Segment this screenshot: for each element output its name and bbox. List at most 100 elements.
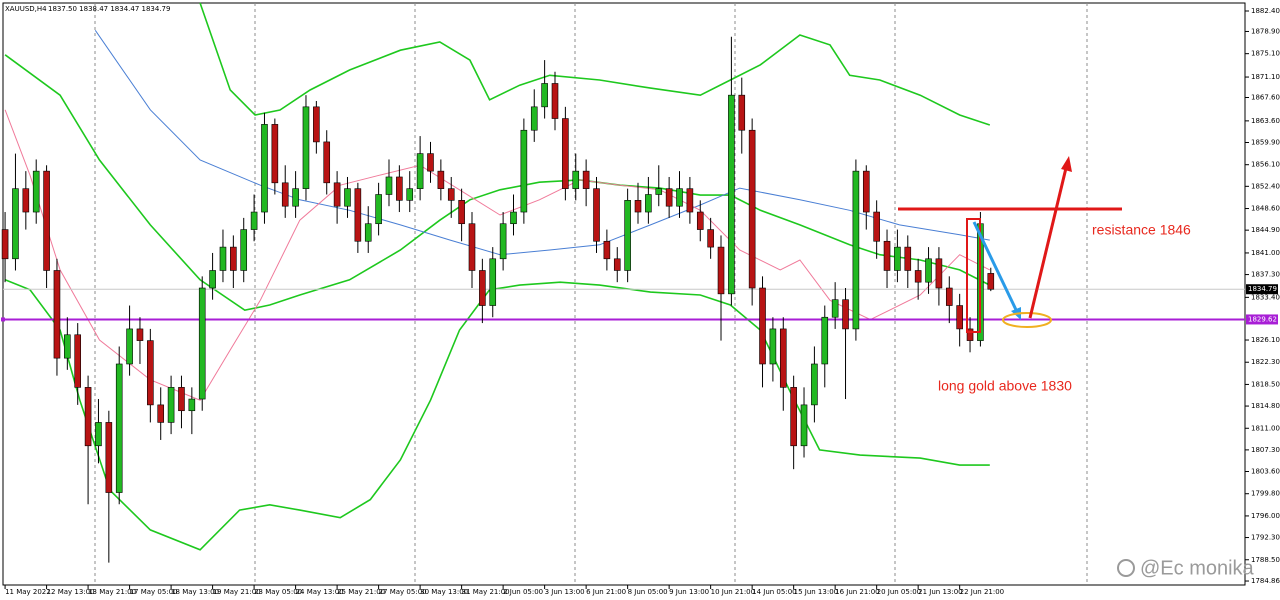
- candle-body: [437, 170, 445, 189]
- down-arrow: [972, 221, 1020, 315]
- y-tick-label: 1803.60: [1251, 468, 1280, 476]
- candle-body: [676, 188, 683, 207]
- x-tick-label: 27 May 05:00: [379, 588, 427, 596]
- y-tick-label: 1784.86: [1251, 577, 1280, 585]
- y-tick-label: 1796.00: [1251, 512, 1280, 520]
- annotation: long gold above 1830: [938, 378, 1072, 394]
- period-separators: [94, 3, 1088, 585]
- candle-body: [427, 153, 434, 172]
- candle-body: [811, 363, 818, 406]
- candle-body: [541, 83, 548, 108]
- candle-body: [510, 211, 517, 225]
- candle-body: [385, 176, 393, 195]
- x-tick-label: 24 May 13:00: [296, 588, 344, 596]
- x-tick-label: 6 Jun 21:00: [586, 588, 626, 596]
- candle-body: [188, 398, 196, 412]
- y-tick-label: 1875.10: [1251, 50, 1280, 58]
- candle-body: [966, 328, 974, 341]
- x-tick-label: 31 May 21:00: [462, 588, 510, 596]
- candle-body: [281, 182, 289, 207]
- candle-body: [396, 176, 403, 201]
- candle-body: [779, 328, 787, 388]
- candle-body: [219, 246, 227, 271]
- candle-body: [64, 334, 71, 359]
- candle-body: [198, 287, 206, 400]
- candle-body: [769, 328, 777, 365]
- candle-body: [520, 129, 528, 213]
- candle-body: [95, 422, 102, 447]
- x-tick-label: 8 Jun 05:00: [628, 588, 668, 596]
- candle-body: [489, 258, 497, 306]
- drawings: resistance 1846 long gold above 1830 @Ec…: [898, 156, 1255, 579]
- candle-body: [115, 363, 123, 493]
- candle-body: [717, 246, 725, 295]
- candle-body: [313, 106, 320, 143]
- chart-title: XAUUSD,H4: [5, 5, 47, 13]
- candle-body: [624, 200, 631, 271]
- candle-body: [105, 422, 113, 493]
- candle-body: [707, 229, 714, 248]
- candle-body: [292, 188, 299, 207]
- candle-body: [862, 170, 870, 213]
- entry-zone: [1002, 312, 1052, 328]
- y-tick-label: 1878.90: [1251, 27, 1280, 35]
- indicators: [4, 2, 991, 551]
- candle-body: [665, 188, 673, 207]
- candle-body: [1, 229, 9, 260]
- candle-body: [447, 188, 455, 201]
- candle-body: [551, 83, 559, 119]
- level-marker: [1, 317, 5, 322]
- candle-body: [842, 299, 849, 330]
- x-tick-label: 9 Jun 13:00: [669, 588, 709, 596]
- candle-body: [800, 404, 808, 447]
- x-tick-label: 12 May 13:00: [47, 588, 95, 596]
- x-tick-label: 20 Jun 05:00: [877, 588, 921, 596]
- y-tick-label: 1882.40: [1251, 7, 1280, 15]
- candle-body: [634, 200, 642, 213]
- candle-body: [344, 188, 351, 207]
- candle-body: [271, 124, 279, 184]
- candle-body: [406, 188, 414, 201]
- y-tick-label: 1867.60: [1251, 93, 1280, 101]
- x-tick-label: 23 May 05:00: [254, 588, 302, 596]
- y-tick-label: 1818.50: [1251, 380, 1280, 388]
- indicator-line: [199, 2, 991, 126]
- candle-body: [821, 316, 829, 365]
- candles: [1, 36, 995, 563]
- candle-body: [74, 334, 82, 388]
- level-label-box: [1246, 314, 1278, 325]
- x-tick-label: 25 May 21:00: [337, 588, 385, 596]
- indicator-line: [4, 109, 991, 401]
- y-tick-label: 1814.80: [1251, 402, 1280, 410]
- last-price-label: 1834.79: [1248, 285, 1277, 293]
- x-tick-label: 19 May 21:00: [213, 588, 261, 596]
- plot-area: [2, 2, 1246, 586]
- ohlc-readout: 1837.50 1838.47 1834.47 1834.79: [48, 5, 170, 13]
- y-tick-label: 1826.10: [1251, 336, 1280, 344]
- candle-body: [136, 328, 144, 341]
- candle-body: [468, 223, 476, 271]
- y-tick-label: 1807.30: [1251, 446, 1280, 454]
- candle-body: [499, 223, 507, 260]
- candle-body: [250, 211, 258, 230]
- x-tick-label: 17 May 05:00: [130, 588, 178, 596]
- y-tick-label: 1792.30: [1251, 534, 1280, 542]
- candle-body: [759, 287, 766, 365]
- x-tick-label: 13 May 21:00: [88, 588, 136, 596]
- candle-body: [416, 153, 424, 189]
- arrow-head: [1061, 156, 1072, 172]
- candle-body: [157, 404, 165, 423]
- candle-body: [613, 258, 621, 271]
- candle-body: [147, 340, 154, 406]
- indicator-line: [4, 54, 991, 312]
- y-tick-label: 1856.10: [1251, 161, 1280, 169]
- y-tick-label: 1841.00: [1251, 249, 1280, 257]
- candle-body: [645, 194, 652, 213]
- x-tick-label: 3 Jun 13:00: [545, 588, 585, 596]
- y-tick-label: 1799.80: [1251, 490, 1280, 498]
- y-tick-label: 1833.40: [1251, 293, 1280, 301]
- candle-body: [686, 188, 694, 213]
- candle-body: [945, 287, 953, 306]
- y-tick-label: 1859.90: [1251, 138, 1280, 146]
